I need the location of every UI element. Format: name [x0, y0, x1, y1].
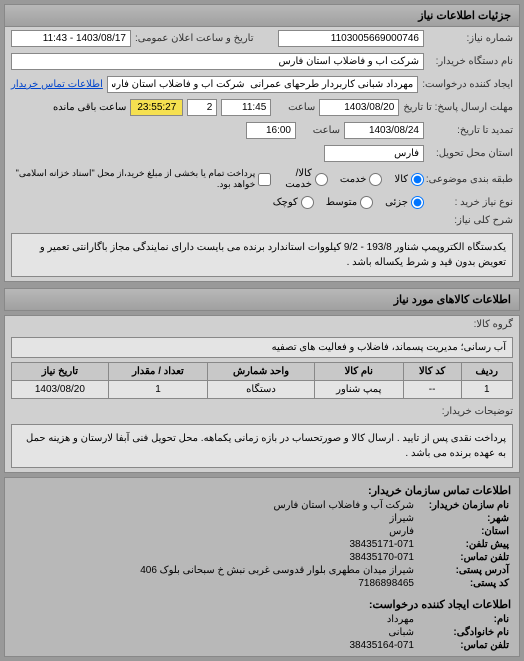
buyer-notes-label: توضیحات خریدار: [428, 406, 513, 417]
radio-medium-item[interactable]: متوسط [326, 196, 373, 209]
radio-goods[interactable] [315, 173, 328, 186]
td-date: 1403/08/20 [12, 381, 109, 399]
desc-label: شرح کلی نیاز: [428, 215, 513, 226]
request-number-label: شماره نیاز: [428, 33, 513, 44]
buyer-notes-text: پرداخت نقدی پس از تایید . ارسال کالا و ص… [11, 424, 513, 468]
deadline-send-label: مهلت ارسال پاسخ: تا تاریخ [403, 102, 513, 113]
checkbox-partial[interactable] [258, 173, 271, 186]
requester-input[interactable] [107, 76, 418, 93]
extend-count-input[interactable] [187, 99, 217, 116]
th-name: نام کالا [314, 363, 403, 381]
radio-all[interactable] [411, 173, 424, 186]
td-code: -- [403, 381, 461, 399]
panel-title: جزئیات اطلاعات نیاز [5, 5, 519, 27]
goods-panel: گروه کالا: آب رسانی؛ مدیریت پسماند، فاضل… [4, 315, 520, 473]
radio-service-item[interactable]: خدمت [340, 173, 383, 186]
r-phone-value: 38435164-071 [349, 640, 414, 651]
buyer-contact-section: اطلاعات تماس سازمان خریدار: نام سازمان خ… [4, 477, 520, 657]
phone-value: 38435170-071 [349, 552, 414, 563]
radio-large[interactable] [411, 196, 424, 209]
address-value: شیراز میدان مطهری بلوار قدوسی غربی نبش خ… [140, 565, 414, 576]
radio-large-item[interactable]: جزئی [385, 196, 424, 209]
requester-contact-header: اطلاعات ایجاد کننده درخواست: [9, 596, 515, 613]
extend-deadline-date-input[interactable] [344, 122, 424, 139]
c-province-label: استان: [414, 526, 509, 537]
requester-label: ایجاد کننده درخواست: [422, 79, 513, 90]
request-number-input[interactable] [278, 30, 425, 47]
announce-date-label: تاریخ و ساعت اعلان عمومی: [135, 33, 254, 44]
org-label: نام سازمان خریدار: [414, 500, 509, 511]
td-unit: دستگاه [208, 381, 315, 399]
th-qty: تعداد / مقدار [108, 363, 207, 381]
type-radio-group: کالا خدمت کالا/خدمت [285, 168, 424, 190]
group-label: طبقه بندی موضوعی: [428, 174, 513, 185]
r-name-value: مهرداد [387, 614, 414, 625]
td-row: 1 [461, 381, 512, 399]
r-family-label: نام خانوادگی: [414, 627, 509, 638]
time-label-1: ساعت [275, 102, 315, 113]
phone-label: تلفن تماس: [414, 552, 509, 563]
announce-date-input[interactable] [11, 30, 131, 47]
buyer-device-label: نام دستگاه خریدار: [428, 56, 513, 67]
td-qty: 1 [108, 381, 207, 399]
checkbox-partial-item[interactable]: پرداخت تمام یا بخشی از مبلغ خرید،از محل … [11, 168, 271, 190]
countdown-timer: 23:55:27 [130, 99, 183, 116]
buyer-contact-header: اطلاعات تماس سازمان خریدار: [9, 482, 515, 499]
buyer-device-input[interactable] [11, 53, 424, 70]
th-row: ردیف [461, 363, 512, 381]
table-row: 1 -- پمپ شناور دستگاه 1 1403/08/20 [12, 381, 513, 399]
province-input[interactable] [324, 145, 424, 162]
goods-section-header: اطلاعات کالاهای مورد نیاز [4, 288, 520, 311]
td-name: پمپ شناور [314, 381, 403, 399]
th-date: تاریخ نیاز [12, 363, 109, 381]
pre-phone-label: پیش تلفن: [414, 539, 509, 550]
desc-text: یکدستگاه الکتروپمپ شناور 193/8 - 9/2 کیل… [11, 233, 513, 277]
category-label: گروه کالا: [428, 319, 513, 330]
extend-deadline-time-input[interactable] [246, 122, 296, 139]
province-label: استان محل تحویل: [428, 148, 513, 159]
size-label: نوع نیاز خرید : [428, 197, 513, 208]
radio-small[interactable] [301, 196, 314, 209]
r-name-label: نام: [414, 614, 509, 625]
radio-goods-item[interactable]: کالا/خدمت [285, 168, 328, 190]
radio-medium[interactable] [360, 196, 373, 209]
city-value: شیراز [389, 513, 414, 524]
size-radio-group: جزئی متوسط کوچک [273, 196, 424, 209]
r-phone-label: تلفن تماس: [414, 640, 509, 651]
buyer-contact-link[interactable]: اطلاعات تماس خریدار [11, 79, 103, 90]
radio-all-item[interactable]: کالا [394, 173, 424, 186]
goods-table: ردیف کد کالا نام کالا واحد شمارش تعداد /… [11, 362, 513, 399]
radio-small-item[interactable]: کوچک [273, 196, 314, 209]
city-label: شهر: [414, 513, 509, 524]
details-panel: جزئیات اطلاعات نیاز شماره نیاز: تاریخ و … [4, 4, 520, 282]
remaining-text: ساعت باقی مانده [53, 102, 126, 113]
deadline-time-input[interactable] [221, 99, 271, 116]
deadline-date-input[interactable] [319, 99, 399, 116]
pre-phone-value: 38435171-071 [349, 539, 414, 550]
th-unit: واحد شمارش [208, 363, 315, 381]
table-header-row: ردیف کد کالا نام کالا واحد شمارش تعداد /… [12, 363, 513, 381]
postal-label: کد پستی: [414, 578, 509, 589]
radio-service[interactable] [369, 173, 382, 186]
c-province-value: فارس [389, 526, 414, 537]
postal-value: 7186898465 [358, 578, 414, 589]
org-value: شرکت آب و فاضلاب استان فارس [273, 500, 414, 511]
extend-deadline-label: تمدید تا تاریخ: [428, 125, 513, 136]
r-family-value: شبانی [388, 627, 414, 638]
category-box: آب رسانی؛ مدیریت پسماند، فاضلاب و فعالیت… [11, 337, 513, 358]
th-code: کد کالا [403, 363, 461, 381]
address-label: آدرس پستی: [414, 565, 509, 576]
time-label-2: ساعت [300, 125, 340, 136]
